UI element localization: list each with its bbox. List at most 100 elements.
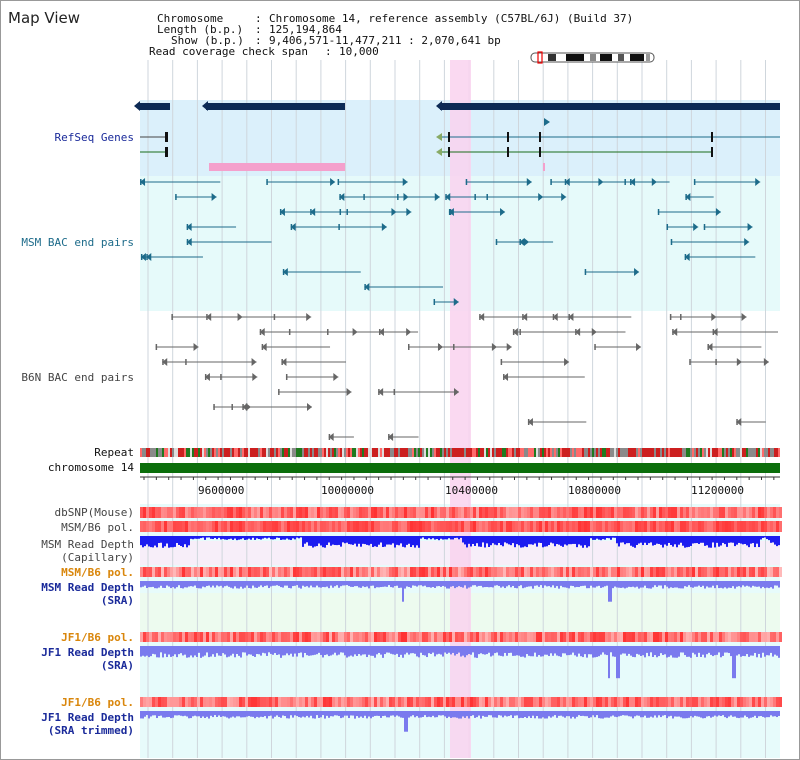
jf1-sra-depth-bar: [306, 646, 308, 656]
msm-sra-depth-bar: [434, 581, 436, 588]
jf1-trim-depth-bar: [306, 711, 308, 716]
jf1-sra-depth-bar: [650, 646, 652, 653]
msm-sra-depth-bar: [450, 581, 452, 587]
track-label-msm-pol-2[interactable]: MSM/B6 pol.: [61, 566, 134, 579]
track-label-jf1-pol-2[interactable]: JF1/B6 pol.: [61, 696, 134, 709]
jf1-sra-depth-bar: [452, 646, 454, 653]
jf1-sra-depth-bar: [314, 646, 316, 655]
repeat-segment: [676, 448, 678, 457]
track-label-jf1-depth-trim[interactable]: JF1 Read Depth: [41, 711, 134, 724]
msm-pol-heat-cell: [542, 521, 545, 532]
msm-pol-sra-heat-cell: [347, 567, 350, 577]
msm-capillary-depth-bar: [616, 536, 618, 544]
track-label-refseq[interactable]: RefSeq Genes: [54, 131, 134, 144]
msm-capillary-depth-bar: [570, 536, 572, 545]
repeat-segment: [206, 448, 208, 457]
jf1-sra-depth-bar: [356, 646, 358, 657]
msm-capillary-depth-bar: [450, 536, 452, 540]
jf1-sra-depth-bar: [204, 646, 206, 656]
msm-sra-depth-bar: [692, 581, 694, 588]
track-label-msm-depth-cap[interactable]: MSM Read Depth: [41, 538, 134, 551]
msm-pol-heat-cell: [377, 521, 380, 532]
jf1-sra-depth-bar: [716, 646, 718, 655]
jf1-sra-depth-bar: [630, 646, 632, 656]
msm-pol-sra-heat-cell: [560, 567, 563, 577]
jf1-trim-depth-bar: [206, 711, 208, 717]
coverage-sep: :: [325, 45, 332, 58]
dbsnp-heat-cell: [392, 507, 395, 518]
jf1-sra-depth-bar: [552, 646, 554, 656]
jf1-sra-depth-bar: [400, 646, 402, 655]
repeat-segment: [226, 448, 228, 457]
b6n-bac-pair-arrow: [763, 358, 769, 366]
jf1-trim-depth-bar: [658, 711, 660, 716]
msm-sra-depth-bar: [618, 581, 620, 588]
jf1-pol-heat-cell: [587, 632, 590, 642]
jf1-pol-heat-cell: [743, 632, 746, 642]
gene-arrow: [436, 133, 442, 141]
repeat-segment: [300, 448, 302, 457]
msm-pol-sra-heat-cell: [272, 567, 275, 577]
msm-pol-sra-heat-cell: [509, 567, 512, 577]
msm-capillary-depth-bar: [300, 536, 302, 538]
msm-pol-sra-heat-cell: [242, 567, 245, 577]
dbsnp-heat-cell: [758, 507, 761, 518]
track-label-b6n-bac[interactable]: B6N BAC end pairs: [21, 371, 134, 384]
jf1-trim-depth-bar: [712, 711, 714, 717]
msm-sra-depth-bar: [408, 581, 410, 588]
jf1-pol-heat-cell: [146, 632, 149, 642]
repeat-segment: [738, 448, 740, 457]
track-label-jf1-depth-sra[interactable]: JF1 Read Depth: [41, 646, 134, 659]
msm-pol-heat-cell: [248, 521, 251, 532]
jf1-pol-heat-cell: [581, 632, 584, 642]
repeat-segment: [592, 448, 594, 457]
track-label-msm-bac[interactable]: MSM BAC end pairs: [21, 236, 134, 249]
jf1-pol-trim-heat-cell: [638, 697, 641, 707]
msm-pol-heat-cell: [275, 521, 278, 532]
jf1-pol-heat-cell: [737, 632, 740, 642]
msm-capillary-depth-bar: [460, 536, 462, 538]
repeat-segment: [522, 448, 524, 457]
b6n-bac-pair-arrow: [437, 343, 443, 351]
msm-capillary-depth-bar: [368, 536, 370, 546]
dbsnp-heat-cell: [548, 507, 551, 518]
track-label-jf1-pol-1[interactable]: JF1/B6 pol.: [61, 631, 134, 644]
msm-pol-heat-cell: [191, 521, 194, 532]
track-label-msm-pol-1[interactable]: MSM/B6 pol.: [61, 521, 134, 534]
track-label-msm-depth-sra[interactable]: MSM Read Depth: [41, 581, 134, 594]
msm-sra-depth-bar: [536, 581, 538, 586]
repeat-segment: [578, 448, 580, 457]
track-label-dbsnp[interactable]: dbSNP(Mouse): [54, 506, 134, 519]
msm-sra-depth-bar: [582, 581, 584, 586]
msm-capillary-depth-bar: [200, 536, 202, 539]
jf1-pol-trim-heat-cell: [461, 697, 464, 707]
msm-sra-depth-bar: [314, 581, 316, 588]
jf1-trim-depth-bar: [534, 711, 536, 719]
msm-pol-heat-cell: [752, 521, 755, 532]
jf1-trim-depth-bar: [544, 711, 546, 719]
jf1-trim-depth-bar: [776, 711, 778, 718]
dbsnp-heat-cell: [509, 507, 512, 518]
msm-sra-depth-bar: [194, 581, 196, 586]
repeat-segment: [240, 448, 242, 457]
repeat-segment: [382, 448, 384, 457]
jf1-trim-depth-bar: [662, 711, 664, 716]
repeat-segment: [696, 448, 698, 457]
jf1-sra-depth-bar: [692, 646, 694, 653]
msm-sra-depth-bar: [146, 581, 148, 589]
jf1-pol-trim-heat-cell: [443, 697, 446, 707]
msm-pol-heat-cell: [665, 521, 668, 532]
msm-pol-heat-cell: [737, 521, 740, 532]
jf1-trim-depth-bar: [478, 711, 480, 716]
jf1-pol-trim-heat-cell: [749, 697, 752, 707]
jf1-sra-depth-bar: [778, 646, 780, 658]
msm-sra-depth-bar: [718, 581, 720, 589]
msm-pol-sra-heat-cell: [245, 567, 248, 577]
dbsnp-heat-cell: [389, 507, 392, 518]
msm-sra-depth-bar: [366, 581, 368, 587]
jf1-sra-depth-bar: [750, 646, 752, 656]
msm-pol-sra-heat-cell: [182, 567, 185, 577]
msm-capillary-depth-bar: [474, 536, 476, 546]
jf1-sra-depth-bar: [754, 646, 756, 653]
